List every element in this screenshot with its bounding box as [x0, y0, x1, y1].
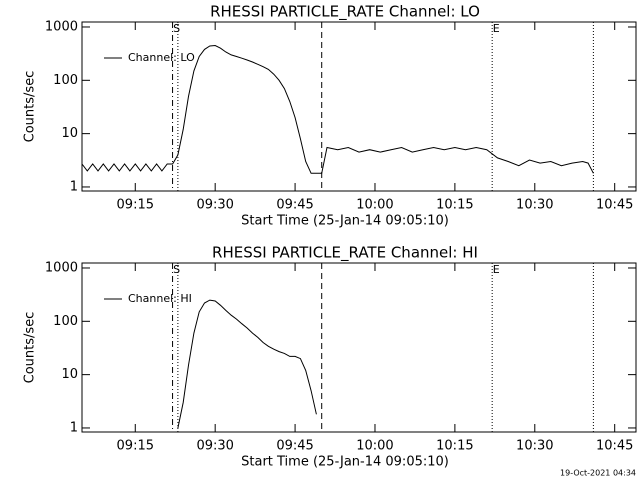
x-tick-label: 10:30: [516, 439, 553, 454]
x-tick-label: 10:15: [436, 198, 473, 213]
x-tick-label: 09:30: [196, 198, 233, 213]
y-tick-label: 100: [53, 73, 78, 88]
y-tick-label: 10: [61, 126, 78, 141]
chart-title: RHESSI PARTICLE_RATE Channel: HI: [212, 244, 478, 263]
marker-label: S: [173, 22, 180, 35]
x-tick-label: 09:15: [117, 198, 154, 213]
x-tick-label: 09:15: [117, 439, 154, 454]
y-tick-label: 1: [70, 420, 78, 435]
y-tick-label: 1000: [45, 19, 78, 34]
legend-label: Channel: LO: [128, 51, 195, 64]
plot-frame: [81, 21, 637, 192]
x-tick-label: 10:15: [436, 439, 473, 454]
legend-label: Channel: HI: [128, 292, 192, 305]
marker-label: E: [493, 22, 500, 35]
x-tick-label: 09:30: [196, 439, 233, 454]
y-tick-label: 10: [61, 367, 78, 382]
x-tick-label: 10:45: [596, 198, 633, 213]
marker-label: S: [173, 263, 180, 276]
data-line: [81, 44, 594, 174]
footer: 19-Oct-2021 04:34: [560, 469, 636, 478]
x-tick-label: 10:00: [356, 198, 393, 213]
x-axis-label: Start Time (25-Jan-14 09:05:10): [241, 214, 449, 229]
x-tick-label: 09:45: [276, 439, 313, 454]
y-axis-label: Counts/sec: [23, 71, 38, 143]
x-axis-label: Start Time (25-Jan-14 09:05:10): [241, 455, 449, 470]
y-tick-label: 1: [70, 179, 78, 194]
data-line: [177, 299, 317, 429]
x-tick-label: 10:45: [596, 439, 633, 454]
chart-title: RHESSI PARTICLE_RATE Channel: LO: [210, 3, 480, 22]
x-tick-label: 10:00: [356, 439, 393, 454]
plot-frame: [81, 262, 637, 433]
x-tick-label: 10:30: [516, 198, 553, 213]
y-tick-label: 100: [53, 314, 78, 329]
x-tick-label: 09:45: [276, 198, 313, 213]
marker-label: E: [493, 263, 500, 276]
y-axis-label: Counts/sec: [23, 312, 38, 384]
y-tick-label: 1000: [45, 260, 78, 275]
